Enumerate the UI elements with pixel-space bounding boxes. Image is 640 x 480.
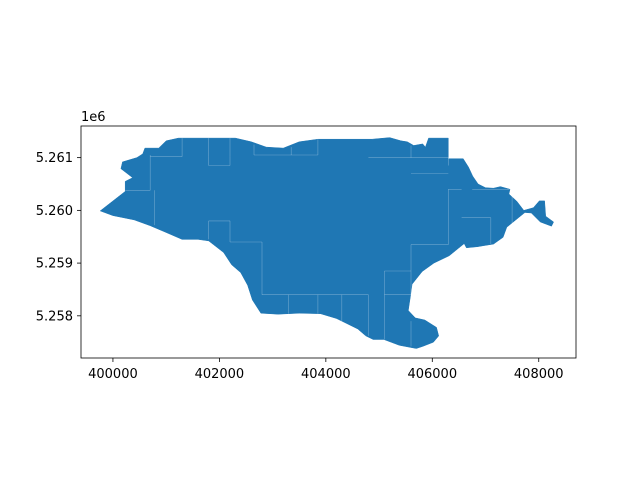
y-axis-offset-label: 1e6 <box>81 110 106 125</box>
x-tick-label: 400000 <box>88 367 138 382</box>
y-tick-label: 5.260 <box>36 204 73 219</box>
x-tick-label: 404000 <box>301 367 351 382</box>
y-tick-label: 5.259 <box>36 257 73 272</box>
x-tick-label: 408000 <box>514 367 564 382</box>
y-tick-label: 5.258 <box>36 309 73 324</box>
axes-frame <box>80 125 577 359</box>
map-layer <box>99 137 554 349</box>
region-polygon <box>99 137 554 349</box>
x-tick-label: 402000 <box>195 367 245 382</box>
y-tick-label: 5.261 <box>36 151 73 166</box>
x-tick-label: 406000 <box>407 367 457 382</box>
y-axis: 5.258 5.259 5.260 5.261 <box>36 151 81 324</box>
x-axis: 400000 402000 404000 406000 408000 <box>88 358 564 382</box>
